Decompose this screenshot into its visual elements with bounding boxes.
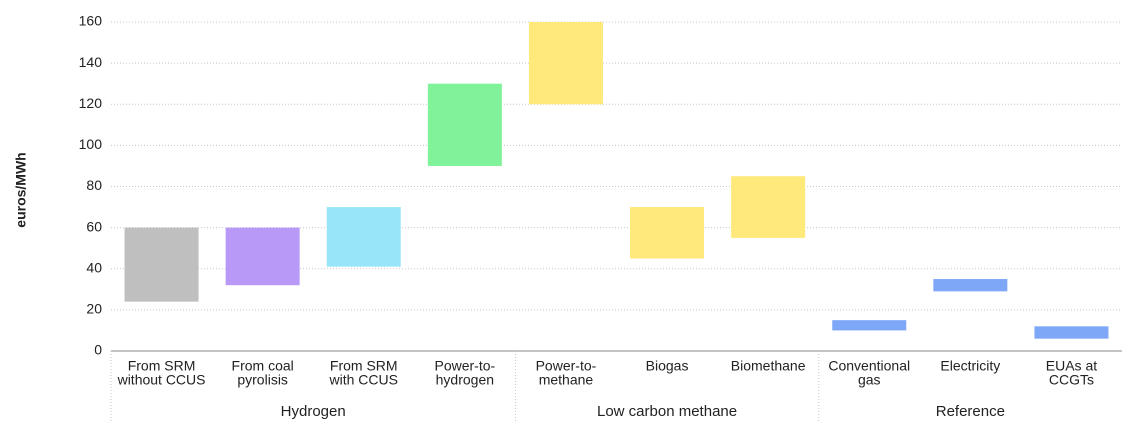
y-tick-label: 0 [94, 342, 102, 358]
x-tick-label: without CCUS [117, 372, 206, 388]
x-tick-label: Biomethane [731, 358, 806, 374]
bar [630, 207, 705, 259]
x-tick-label: methane [539, 372, 594, 388]
bar [225, 227, 300, 286]
x-tick-label: Power-to- [435, 358, 496, 374]
x-tick-label: hydrogen [436, 372, 494, 388]
x-tick-label: Power-to- [536, 358, 597, 374]
bar [326, 207, 401, 267]
bar [124, 227, 199, 302]
x-tick-label: Conventional [828, 358, 910, 374]
x-tick-label: From SRM [330, 358, 398, 374]
bar [528, 22, 603, 105]
bar [933, 279, 1008, 292]
bar [1034, 326, 1109, 339]
x-tick-label: CCGTs [1049, 372, 1094, 388]
x-tick-label: gas [858, 372, 881, 388]
y-axis-label: euros/MWh [13, 152, 29, 227]
x-tick-label: From coal [232, 358, 294, 374]
y-tick-label: 120 [79, 95, 103, 111]
x-tick-label: Biogas [646, 358, 689, 374]
bar [832, 320, 907, 331]
y-tick-label: 80 [86, 177, 102, 193]
y-tick-label: 60 [86, 218, 102, 234]
group-label: Low carbon methane [597, 403, 737, 420]
y-tick-label: 100 [79, 136, 103, 152]
y-tick-label: 20 [86, 301, 102, 317]
x-tick-label: with CCUS [329, 372, 398, 388]
x-tick-label: EUAs at [1046, 358, 1097, 374]
x-tick-label: Electricity [940, 358, 1000, 374]
x-tick-label: From SRM [128, 358, 196, 374]
y-tick-label: 140 [79, 54, 103, 70]
bar [427, 83, 502, 166]
group-label: Hydrogen [281, 403, 346, 420]
y-tick-label: 40 [86, 259, 102, 275]
y-tick-label: 160 [79, 13, 103, 29]
group-label: Reference [936, 403, 1005, 420]
x-tick-label: pyrolisis [237, 372, 288, 388]
bar [731, 176, 806, 238]
